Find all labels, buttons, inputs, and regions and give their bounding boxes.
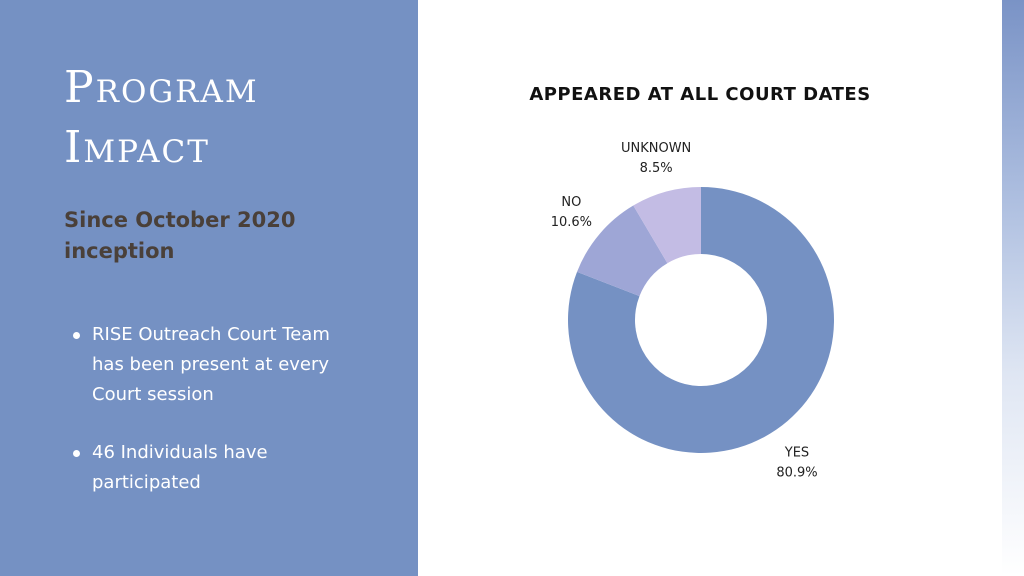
bullet-text: RISE Outreach Court Team has been presen… <box>92 324 330 405</box>
slice-unknown <box>633 187 701 264</box>
slice-value-yes: 80.9% <box>776 465 817 480</box>
slice-value-unknown: 8.5% <box>640 161 673 176</box>
slice-no <box>577 205 668 297</box>
slice-value-no: 10.6% <box>551 215 592 230</box>
bullet-item: RISE Outreach Court Team has been presen… <box>70 320 360 410</box>
bullet-text: 46 Individuals have participated <box>92 442 268 493</box>
slice-yes <box>568 187 834 453</box>
bullet-dot-icon <box>73 450 80 457</box>
left-panel: Program Impact Since October 2020 incept… <box>0 0 418 576</box>
slice-label-unknown: UNKNOWN <box>621 141 691 156</box>
bullet-list: RISE Outreach Court Team has been presen… <box>70 320 360 526</box>
bullet-item: 46 Individuals have participated <box>70 438 360 498</box>
slide-title: Program Impact <box>64 58 259 178</box>
decorative-gradient-stripe <box>1002 0 1024 576</box>
chart-title: APPEARED AT ALL COURT DATES <box>529 84 871 105</box>
title-line-2: Impact <box>64 122 210 173</box>
slide-subtitle: Since October 2020 inception <box>64 208 296 263</box>
donut-chart: YES 80.9% NO 10.6% UNKNOWN 8.5% <box>551 141 834 480</box>
bullet-dot-icon <box>73 332 80 339</box>
slice-label-yes: YES <box>784 445 809 460</box>
title-line-1: Program <box>64 62 259 113</box>
slice-label-no: NO <box>561 195 581 210</box>
